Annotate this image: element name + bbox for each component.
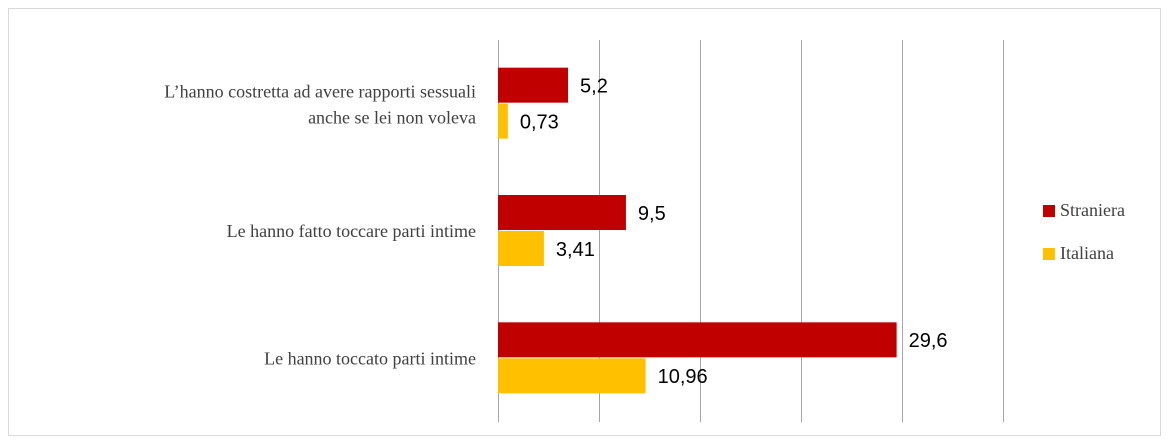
data-label: 29,6 — [909, 330, 948, 352]
data-label: 5,2 — [580, 75, 608, 97]
bar — [498, 103, 508, 139]
data-label: 0,73 — [520, 111, 559, 133]
bar — [498, 358, 646, 394]
category-label: L’hanno costretta ad avere rapporti sess… — [164, 82, 476, 128]
legend-swatch — [1043, 248, 1055, 260]
legend-swatch — [1043, 205, 1055, 217]
legend-label: Straniera — [1060, 200, 1125, 220]
data-label: 9,5 — [638, 203, 666, 225]
bar — [498, 231, 544, 266]
category-label: Le hanno fatto toccare parti intime — [227, 221, 476, 241]
bar — [498, 67, 569, 103]
category-label: Le hanno toccato parti intime — [264, 348, 476, 368]
data-label: 3,41 — [556, 239, 595, 261]
data-label: 10,96 — [658, 366, 708, 388]
legend-label: Italiana — [1060, 243, 1114, 263]
bar — [498, 322, 897, 358]
bar — [498, 195, 626, 230]
